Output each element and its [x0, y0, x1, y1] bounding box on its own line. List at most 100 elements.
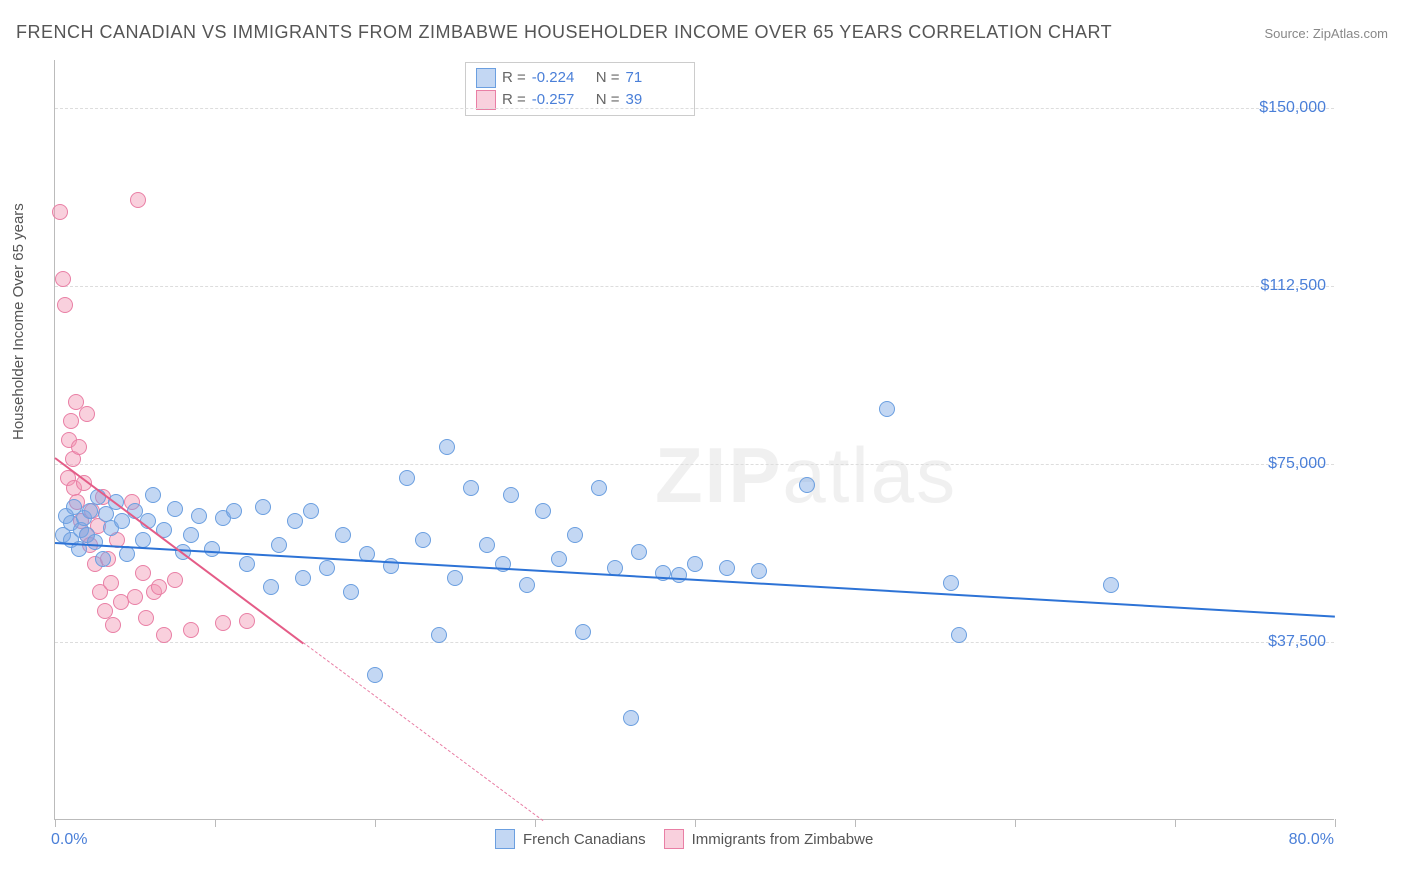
- data-point: [130, 192, 146, 208]
- swatch-series1: [476, 68, 496, 88]
- data-point: [295, 570, 311, 586]
- data-point: [239, 556, 255, 572]
- data-point: [343, 584, 359, 600]
- data-point: [127, 589, 143, 605]
- data-point: [135, 565, 151, 581]
- data-point: [519, 577, 535, 593]
- data-point: [87, 534, 103, 550]
- data-point: [57, 297, 73, 313]
- data-point: [303, 503, 319, 519]
- data-point: [105, 617, 121, 633]
- data-point: [567, 527, 583, 543]
- x-tick: [55, 819, 56, 827]
- data-point: [503, 487, 519, 503]
- data-point: [551, 551, 567, 567]
- data-point: [167, 572, 183, 588]
- watermark: ZIPatlas: [655, 430, 957, 521]
- data-point: [263, 579, 279, 595]
- data-point: [167, 501, 183, 517]
- data-point: [71, 439, 87, 455]
- stats-row-series1: R = -0.224 N = 71: [476, 67, 684, 89]
- trend-line-extrapolated: [303, 642, 544, 821]
- x-tick: [215, 819, 216, 827]
- y-tick-label: $112,500: [1260, 277, 1326, 295]
- data-point: [215, 615, 231, 631]
- x-tick: [1175, 819, 1176, 827]
- legend-item-series2: Immigrants from Zimbabwe: [664, 829, 874, 849]
- gridline: [55, 108, 1334, 109]
- data-point: [951, 627, 967, 643]
- data-point: [63, 413, 79, 429]
- data-point: [1103, 577, 1119, 593]
- data-point: [623, 710, 639, 726]
- data-point: [239, 613, 255, 629]
- data-point: [226, 503, 242, 519]
- data-point: [431, 627, 447, 643]
- x-axis-max-label: 80.0%: [1289, 831, 1334, 849]
- data-point: [631, 544, 647, 560]
- data-point: [591, 480, 607, 496]
- swatch-series1: [495, 829, 515, 849]
- data-point: [447, 570, 463, 586]
- data-point: [335, 527, 351, 543]
- data-point: [751, 563, 767, 579]
- data-point: [103, 575, 119, 591]
- data-point: [479, 537, 495, 553]
- gridline: [55, 642, 1334, 643]
- legend-label-series2: Immigrants from Zimbabwe: [692, 831, 874, 848]
- x-tick: [855, 819, 856, 827]
- series-legend: French Canadians Immigrants from Zimbabw…: [495, 829, 873, 849]
- data-point: [95, 551, 111, 567]
- data-point: [535, 503, 551, 519]
- data-point: [439, 439, 455, 455]
- data-point: [319, 560, 335, 576]
- data-point: [367, 667, 383, 683]
- data-point: [943, 575, 959, 591]
- data-point: [156, 627, 172, 643]
- data-point: [204, 541, 220, 557]
- data-point: [399, 470, 415, 486]
- r-label: R =: [502, 67, 526, 89]
- watermark-atlas: atlas: [782, 431, 957, 519]
- x-tick: [695, 819, 696, 827]
- x-tick: [375, 819, 376, 827]
- data-point: [255, 499, 271, 515]
- source-label: Source: ZipAtlas.com: [1264, 26, 1388, 41]
- data-point: [287, 513, 303, 529]
- chart-plot-area: ZIPatlas R = -0.224 N = 71 R = -0.257 N …: [54, 60, 1334, 820]
- data-point: [82, 503, 98, 519]
- n-value-series1: 71: [626, 67, 684, 89]
- x-axis-min-label: 0.0%: [51, 831, 87, 849]
- data-point: [79, 406, 95, 422]
- y-tick-label: $75,000: [1268, 455, 1326, 473]
- data-point: [719, 560, 735, 576]
- data-point: [183, 527, 199, 543]
- data-point: [52, 204, 68, 220]
- data-point: [55, 271, 71, 287]
- data-point: [799, 477, 815, 493]
- x-tick: [535, 819, 536, 827]
- data-point: [271, 537, 287, 553]
- gridline: [55, 286, 1334, 287]
- data-point: [463, 480, 479, 496]
- chart-title: FRENCH CANADIAN VS IMMIGRANTS FROM ZIMBA…: [16, 22, 1112, 43]
- n-label: N =: [596, 67, 620, 89]
- data-point: [135, 532, 151, 548]
- data-point: [879, 401, 895, 417]
- data-point: [671, 567, 687, 583]
- data-point: [138, 610, 154, 626]
- legend-item-series1: French Canadians: [495, 829, 646, 849]
- watermark-zip: ZIP: [655, 431, 782, 519]
- legend-label-series1: French Canadians: [523, 831, 646, 848]
- data-point: [145, 487, 161, 503]
- swatch-series2: [664, 829, 684, 849]
- x-tick: [1015, 819, 1016, 827]
- y-axis-label: Householder Income Over 65 years: [10, 203, 27, 440]
- x-tick: [1335, 819, 1336, 827]
- data-point: [191, 508, 207, 524]
- r-value-series1: -0.224: [532, 67, 590, 89]
- data-point: [183, 622, 199, 638]
- trend-line: [55, 542, 1335, 618]
- gridline: [55, 464, 1334, 465]
- data-point: [687, 556, 703, 572]
